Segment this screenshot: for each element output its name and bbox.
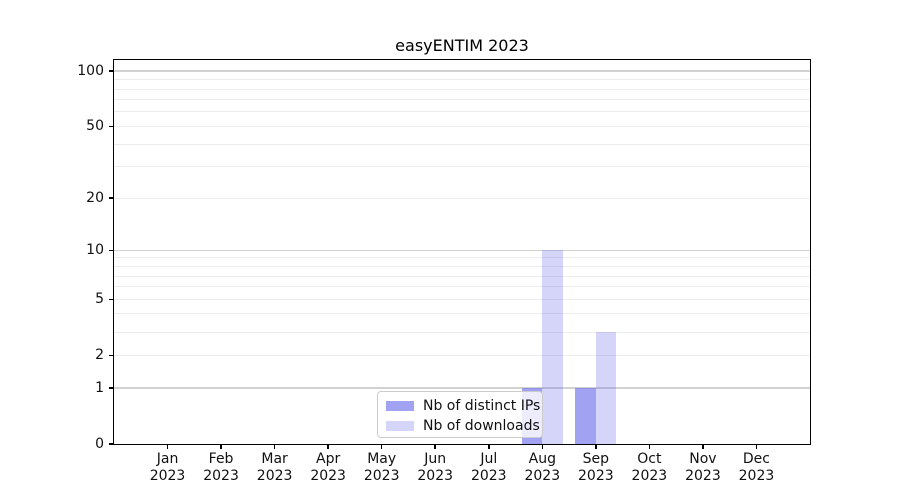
minor-gridline xyxy=(114,275,810,277)
x-tick-year: 2023 xyxy=(524,468,561,484)
minor-gridline xyxy=(114,99,810,101)
legend: Nb of distinct IPs Nb of downloads xyxy=(377,391,543,438)
minor-gridline xyxy=(114,354,810,356)
y-tick-mark xyxy=(109,387,114,389)
x-tick-month: May xyxy=(367,451,397,467)
x-tick-month: Feb xyxy=(208,451,234,467)
x-tick-year: 2023 xyxy=(685,468,721,484)
x-tick-label: Aug 2023 xyxy=(510,451,574,485)
x-tick-month: Nov xyxy=(689,451,717,467)
x-tick-mark xyxy=(488,444,490,449)
x-tick-year: 2023 xyxy=(203,468,239,484)
x-tick-mark xyxy=(648,444,651,449)
minor-gridline xyxy=(114,286,810,288)
x-tick-label: Mar 2023 xyxy=(243,451,307,485)
x-tick-label: Dec 2023 xyxy=(724,451,788,485)
x-tick-mark xyxy=(541,444,544,449)
x-tick-mark xyxy=(434,444,436,449)
x-tick-mark xyxy=(702,444,704,449)
minor-gridline xyxy=(114,197,810,199)
bar-downloads xyxy=(542,250,563,444)
x-tick-mark xyxy=(220,444,222,449)
legend-swatch-downloads xyxy=(386,421,414,431)
minor-gridline xyxy=(114,166,810,168)
y-tick-label: 20 xyxy=(86,189,104,206)
x-tick-month: Oct xyxy=(637,451,662,467)
x-tick-year: 2023 xyxy=(363,468,400,484)
x-tick-year: 2023 xyxy=(738,468,775,484)
x-tick-label: May 2023 xyxy=(350,451,414,485)
x-tick-year: 2023 xyxy=(149,468,186,484)
x-tick-month: Mar xyxy=(261,451,288,467)
x-tick-month: Sep xyxy=(582,451,610,467)
legend-swatch-distinct-ips xyxy=(386,401,414,411)
bar-downloads xyxy=(595,332,617,444)
legend-label-downloads: Nb of downloads xyxy=(423,418,540,434)
x-tick-year: 2023 xyxy=(578,468,614,484)
y-tick-label: 5 xyxy=(95,290,104,307)
legend-item-distinct-ips: Nb of distinct IPs xyxy=(386,396,542,416)
x-tick-mark xyxy=(273,444,276,449)
x-tick-mark xyxy=(380,444,383,449)
x-tick-label: Jan 2023 xyxy=(136,451,200,485)
y-tick-label: 2 xyxy=(95,346,104,363)
minor-gridline xyxy=(114,143,810,145)
x-tick-year: 2023 xyxy=(631,468,668,484)
minor-gridline xyxy=(114,313,810,315)
x-tick-month: Apr xyxy=(316,451,341,467)
y-tick-mark xyxy=(109,125,114,128)
x-tick-label: Oct 2023 xyxy=(617,451,681,485)
y-tick-label: 50 xyxy=(86,117,104,134)
minor-gridline xyxy=(114,266,810,267)
x-tick-mark xyxy=(166,444,169,449)
x-tick-label: Jul 2023 xyxy=(457,451,521,485)
major-gridline xyxy=(114,387,810,389)
x-tick-label: Sep 2023 xyxy=(564,451,628,485)
x-tick-year: 2023 xyxy=(417,468,454,484)
minor-gridline xyxy=(114,298,810,300)
y-tick-mark xyxy=(109,249,114,252)
minor-gridline xyxy=(114,111,810,113)
minor-gridline xyxy=(114,331,810,333)
x-tick-label: Jun 2023 xyxy=(403,451,467,485)
x-tick-month: Jun xyxy=(424,451,447,467)
x-tick-label: Feb 2023 xyxy=(189,451,253,485)
y-tick-label: 100 xyxy=(77,62,104,79)
y-tick-mark xyxy=(109,197,114,199)
x-tick-mark xyxy=(755,444,758,449)
x-tick-year: 2023 xyxy=(310,468,346,484)
x-tick-year: 2023 xyxy=(256,468,293,484)
x-tick-label: Nov 2023 xyxy=(671,451,735,485)
legend-item-downloads: Nb of downloads xyxy=(386,416,542,436)
x-tick-month: Dec xyxy=(742,451,770,467)
minor-gridline xyxy=(114,88,810,90)
minor-gridline xyxy=(114,125,810,127)
major-gridline xyxy=(114,249,810,252)
y-tick-mark xyxy=(109,298,114,300)
x-tick-month: Jul xyxy=(480,451,498,467)
x-tick-month: Jan xyxy=(156,451,179,467)
legend-label-distinct-ips: Nb of distinct IPs xyxy=(423,398,541,414)
y-tick-mark xyxy=(109,354,114,356)
x-tick-mark xyxy=(595,444,597,449)
x-tick-month: Aug xyxy=(528,451,556,467)
major-gridline xyxy=(114,70,810,72)
plot-area xyxy=(113,59,811,445)
minor-gridline xyxy=(114,79,810,81)
bar-distinct-ips xyxy=(575,388,596,444)
y-tick-label: 10 xyxy=(86,241,104,258)
y-tick-mark xyxy=(109,443,114,445)
minor-gridline xyxy=(114,257,810,259)
y-tick-mark xyxy=(109,70,114,72)
y-tick-label: 1 xyxy=(95,379,104,396)
x-tick-mark xyxy=(327,444,329,449)
y-tick-label: 0 xyxy=(95,435,104,452)
chart-title: easyENTIM 2023 xyxy=(395,36,529,55)
x-tick-year: 2023 xyxy=(470,468,507,484)
x-tick-label: Apr 2023 xyxy=(296,451,360,485)
